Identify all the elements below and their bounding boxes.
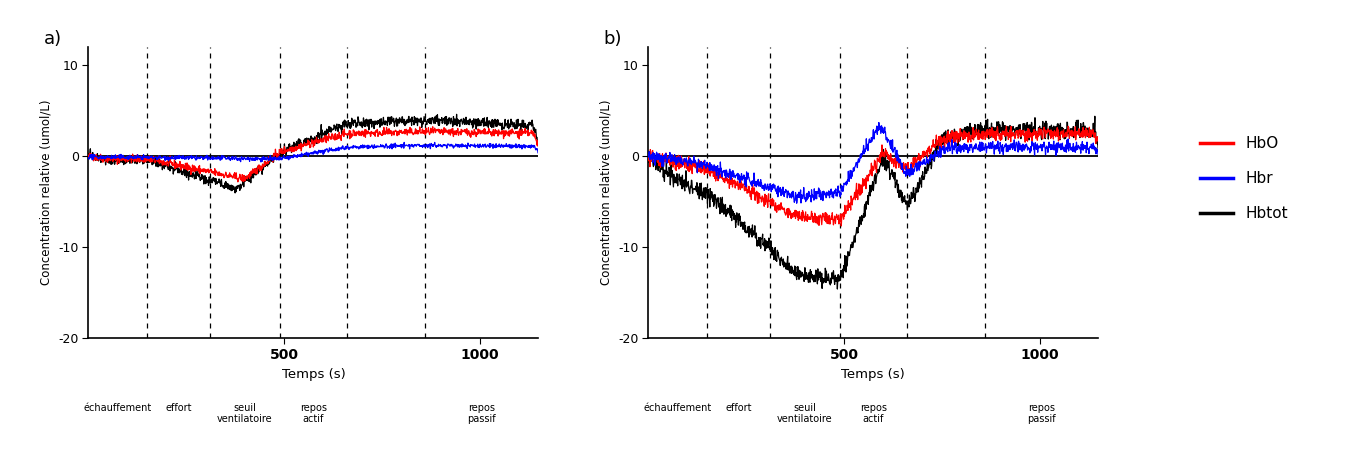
X-axis label: Temps (s): Temps (s): [842, 368, 906, 381]
Text: a): a): [44, 30, 61, 47]
X-axis label: Temps (s): Temps (s): [282, 368, 345, 381]
Text: repos
actif: repos actif: [301, 402, 326, 424]
Text: échauffement: échauffement: [83, 402, 152, 413]
Y-axis label: Concentration relative (umol/L): Concentration relative (umol/L): [39, 100, 53, 285]
Text: échauffement: échauffement: [643, 402, 711, 413]
Y-axis label: Concentration relative (umol/L): Concentration relative (umol/L): [600, 100, 613, 285]
Text: b): b): [604, 30, 622, 47]
Legend: HbO, Hbr, Hbtot: HbO, Hbr, Hbtot: [1194, 130, 1295, 227]
Text: repos
passif: repos passif: [468, 402, 496, 424]
Text: seuil
ventilatoire: seuil ventilatoire: [218, 402, 273, 424]
Text: repos
passif: repos passif: [1027, 402, 1055, 424]
Text: effort: effort: [165, 402, 192, 413]
Text: seuil
ventilatoire: seuil ventilatoire: [777, 402, 832, 424]
Text: effort: effort: [725, 402, 752, 413]
Text: repos
actif: repos actif: [860, 402, 887, 424]
